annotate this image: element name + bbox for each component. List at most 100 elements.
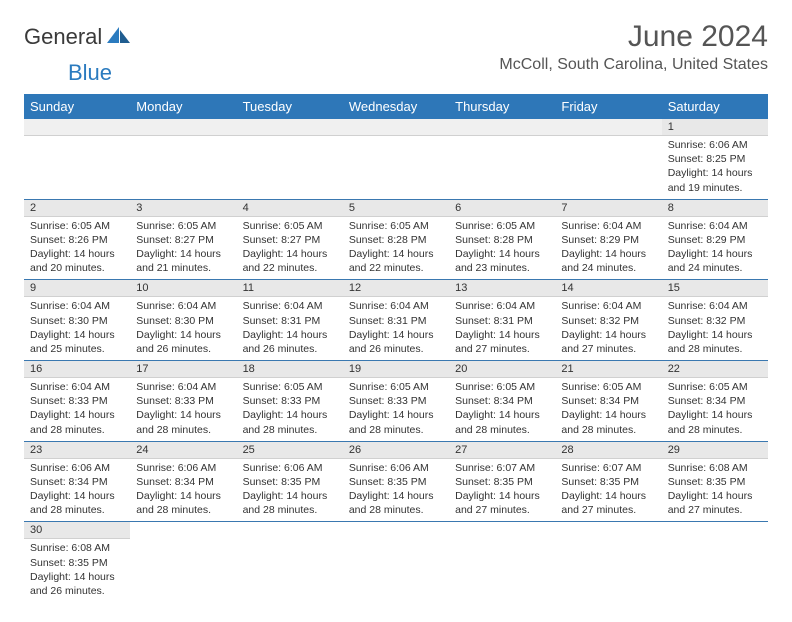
day-line: Sunset: 8:31 PM [455,314,549,328]
day-cell: 5Sunrise: 6:05 AMSunset: 8:28 PMDaylight… [343,199,449,280]
day-cell: 20Sunrise: 6:05 AMSunset: 8:34 PMDayligh… [449,361,555,442]
day-line: and 28 minutes. [349,423,443,437]
day-cell: 14Sunrise: 6:04 AMSunset: 8:32 PMDayligh… [555,280,661,361]
day-line: Daylight: 14 hours [455,408,549,422]
day-line: Daylight: 14 hours [30,408,124,422]
day-line: Daylight: 14 hours [561,408,655,422]
day-cell: 4Sunrise: 6:05 AMSunset: 8:27 PMDaylight… [237,199,343,280]
day-content: Sunrise: 6:08 AMSunset: 8:35 PMDaylight:… [24,539,130,602]
day-cell: 30Sunrise: 6:08 AMSunset: 8:35 PMDayligh… [24,522,130,602]
day-line: and 25 minutes. [30,342,124,356]
dow-wednesday: Wednesday [343,94,449,119]
day-line: and 22 minutes. [243,261,337,275]
empty-cell [343,522,449,602]
day-line: Sunset: 8:35 PM [30,556,124,570]
day-content: Sunrise: 6:06 AMSunset: 8:25 PMDaylight:… [662,136,768,199]
day-content: Sunrise: 6:08 AMSunset: 8:35 PMDaylight:… [662,459,768,522]
day-line: Sunrise: 6:05 AM [243,380,337,394]
day-line: Sunset: 8:34 PM [668,394,762,408]
day-number: 22 [662,361,768,378]
empty-cell [662,522,768,602]
dow-sunday: Sunday [24,94,130,119]
day-line: and 28 minutes. [243,423,337,437]
day-content: Sunrise: 6:06 AMSunset: 8:34 PMDaylight:… [24,459,130,522]
location-text: McColl, South Carolina, United States [499,56,768,74]
day-line: Sunrise: 6:04 AM [30,380,124,394]
day-number: 30 [24,522,130,539]
day-number: 1 [662,119,768,136]
day-number: 17 [130,361,236,378]
day-line: and 28 minutes. [668,342,762,356]
day-content: Sunrise: 6:07 AMSunset: 8:35 PMDaylight:… [449,459,555,522]
day-cell: 19Sunrise: 6:05 AMSunset: 8:33 PMDayligh… [343,361,449,442]
day-line: Sunrise: 6:06 AM [668,138,762,152]
day-line: Sunset: 8:27 PM [136,233,230,247]
day-line: Sunrise: 6:04 AM [455,299,549,313]
week-row: 23Sunrise: 6:06 AMSunset: 8:34 PMDayligh… [24,441,768,522]
day-cell: 3Sunrise: 6:05 AMSunset: 8:27 PMDaylight… [130,199,236,280]
day-line: Daylight: 14 hours [349,408,443,422]
day-cell: 21Sunrise: 6:05 AMSunset: 8:34 PMDayligh… [555,361,661,442]
day-line: and 28 minutes. [30,423,124,437]
day-content: Sunrise: 6:04 AMSunset: 8:31 PMDaylight:… [449,297,555,360]
day-cell: 11Sunrise: 6:04 AMSunset: 8:31 PMDayligh… [237,280,343,361]
day-line: Daylight: 14 hours [455,247,549,261]
day-line: Daylight: 14 hours [243,408,337,422]
day-line: Sunset: 8:30 PM [30,314,124,328]
day-number: 27 [449,442,555,459]
day-number-bar [237,119,343,136]
title-block: June 2024 McColl, South Carolina, United… [499,20,768,74]
day-number-bar [343,119,449,136]
empty-cell [449,522,555,602]
day-line: Sunset: 8:34 PM [561,394,655,408]
day-line: Daylight: 14 hours [136,328,230,342]
day-number: 24 [130,442,236,459]
day-content: Sunrise: 6:04 AMSunset: 8:33 PMDaylight:… [24,378,130,441]
day-content: Sunrise: 6:06 AMSunset: 8:35 PMDaylight:… [343,459,449,522]
day-line: Sunrise: 6:05 AM [136,219,230,233]
day-content: Sunrise: 6:06 AMSunset: 8:35 PMDaylight:… [237,459,343,522]
day-line: and 28 minutes. [668,423,762,437]
day-line: Sunrise: 6:04 AM [136,299,230,313]
day-number: 25 [237,442,343,459]
dow-friday: Friday [555,94,661,119]
day-line: and 27 minutes. [668,503,762,517]
day-content: Sunrise: 6:05 AMSunset: 8:34 PMDaylight:… [662,378,768,441]
empty-cell [130,522,236,602]
day-line: and 28 minutes. [136,503,230,517]
day-line: Sunrise: 6:08 AM [668,461,762,475]
day-line: Daylight: 14 hours [243,247,337,261]
day-line: Sunset: 8:35 PM [455,475,549,489]
day-cell: 23Sunrise: 6:06 AMSunset: 8:34 PMDayligh… [24,441,130,522]
day-number: 19 [343,361,449,378]
day-cell: 17Sunrise: 6:04 AMSunset: 8:33 PMDayligh… [130,361,236,442]
day-line: Sunrise: 6:06 AM [243,461,337,475]
day-line: Sunset: 8:32 PM [561,314,655,328]
day-line: Sunrise: 6:05 AM [455,219,549,233]
week-row: 16Sunrise: 6:04 AMSunset: 8:33 PMDayligh… [24,361,768,442]
day-number: 26 [343,442,449,459]
day-line: Daylight: 14 hours [349,489,443,503]
day-line: Sunrise: 6:05 AM [243,219,337,233]
day-line: Sunrise: 6:06 AM [136,461,230,475]
dow-monday: Monday [130,94,236,119]
day-cell: 9Sunrise: 6:04 AMSunset: 8:30 PMDaylight… [24,280,130,361]
day-line: and 28 minutes. [243,503,337,517]
day-line: Sunrise: 6:06 AM [30,461,124,475]
day-number: 21 [555,361,661,378]
empty-cell [449,119,555,199]
empty-cell [343,119,449,199]
day-line: Daylight: 14 hours [668,328,762,342]
day-line: Sunset: 8:31 PM [243,314,337,328]
day-line: Sunset: 8:35 PM [561,475,655,489]
day-number: 14 [555,280,661,297]
day-line: Daylight: 14 hours [455,489,549,503]
day-line: Sunset: 8:27 PM [243,233,337,247]
day-line: Daylight: 14 hours [136,408,230,422]
day-cell: 2Sunrise: 6:05 AMSunset: 8:26 PMDaylight… [24,199,130,280]
day-content: Sunrise: 6:05 AMSunset: 8:28 PMDaylight:… [449,217,555,280]
day-line: Daylight: 14 hours [668,166,762,180]
day-number: 28 [555,442,661,459]
day-line: and 26 minutes. [243,342,337,356]
day-number: 2 [24,200,130,217]
